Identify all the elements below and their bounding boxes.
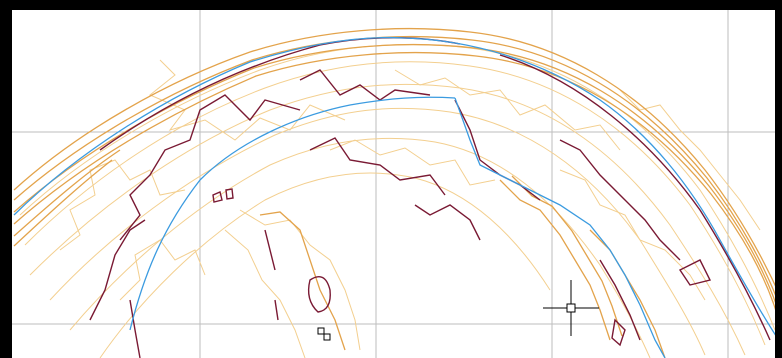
major-contour xyxy=(499,179,611,341)
minor-contour xyxy=(559,169,706,301)
index-contour xyxy=(454,99,541,201)
major-contour xyxy=(13,43,782,323)
index-contour xyxy=(119,94,301,241)
major-contour xyxy=(511,175,623,337)
major-contour xyxy=(13,159,113,247)
grip-markers xyxy=(317,327,331,341)
alignment-line xyxy=(454,97,666,358)
major-contour xyxy=(259,211,346,351)
major-contour xyxy=(13,51,782,333)
index-contour xyxy=(264,229,276,271)
minor-contours xyxy=(19,44,776,358)
grip-marker xyxy=(323,333,331,341)
minor-contour xyxy=(149,59,346,141)
alignment-line xyxy=(13,36,782,346)
major-contours xyxy=(13,27,782,358)
minor-contour xyxy=(619,89,761,231)
minor-contour xyxy=(69,137,651,358)
minor-contour xyxy=(59,159,186,251)
index-contour xyxy=(225,188,234,200)
index-contour xyxy=(309,137,446,196)
major-contour xyxy=(13,27,782,301)
minor-contour xyxy=(329,139,496,186)
index-contour xyxy=(499,54,771,341)
index-contour xyxy=(89,219,146,321)
minor-contour xyxy=(239,209,361,351)
minor-contour xyxy=(119,239,206,301)
major-contour xyxy=(589,229,666,358)
major-contour xyxy=(13,35,782,313)
index-contour xyxy=(212,191,223,203)
minor-contour xyxy=(24,61,766,346)
index-contour xyxy=(274,299,279,321)
index-contour xyxy=(129,299,141,358)
alignment-line xyxy=(129,96,456,331)
grid xyxy=(12,10,782,358)
index-contour xyxy=(559,139,681,261)
index-contour xyxy=(611,318,626,347)
alignment-lines xyxy=(13,36,782,358)
grip-marker xyxy=(317,327,325,335)
index-contour xyxy=(678,259,712,286)
index-contour xyxy=(299,69,431,101)
index-contour xyxy=(307,276,331,313)
minor-contour xyxy=(99,172,551,358)
minor-contour xyxy=(224,229,306,358)
minor-contour xyxy=(49,107,706,356)
crosshair-icon xyxy=(543,280,599,336)
minor-contour xyxy=(394,69,621,151)
index-contour xyxy=(414,204,481,241)
major-contour xyxy=(13,149,121,237)
index-contour xyxy=(599,259,641,341)
